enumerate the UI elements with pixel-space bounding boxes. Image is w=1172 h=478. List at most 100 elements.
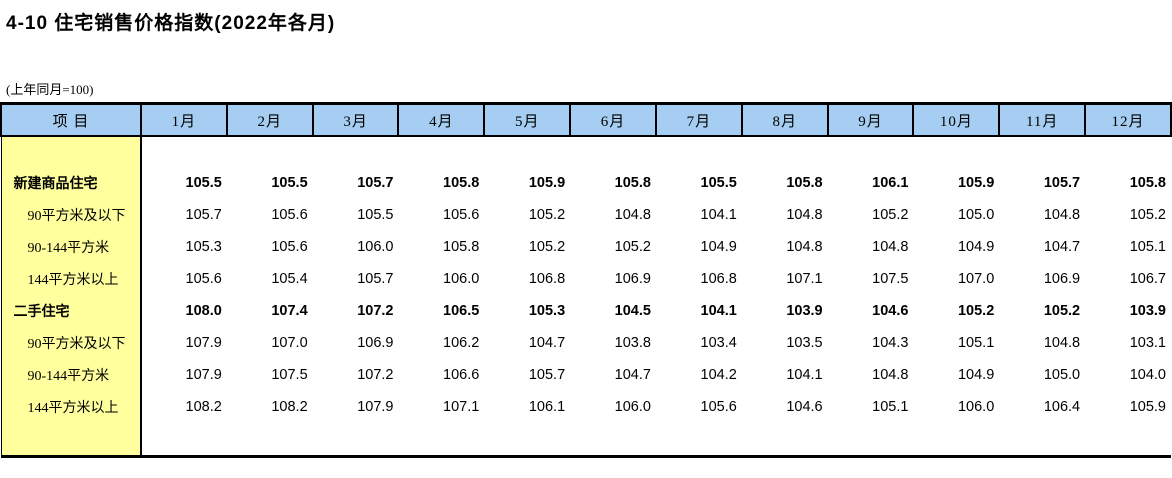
value-cell: 106.2 <box>443 335 480 351</box>
column-header-month: 10月 <box>912 102 1001 137</box>
value-cell: 105.9 <box>957 175 995 191</box>
value-cell: 103.5 <box>786 335 823 351</box>
value-cell: 105.2 <box>1043 303 1081 319</box>
value-cell: 104.8 <box>872 367 909 383</box>
value-cell: 106.8 <box>700 271 737 287</box>
value-cell: 107.1 <box>443 399 480 415</box>
value-cell: 106.9 <box>357 335 394 351</box>
value-cell: 104.8 <box>786 207 823 223</box>
value-cell: 106.7 <box>1129 271 1166 287</box>
value-cell: 104.8 <box>1043 207 1081 223</box>
statistical-yearbook-page: 4-10 住宅销售价格指数(2022年各月) (上年同月=100) 项 目 1月 2… <box>0 13 1172 458</box>
table-row: 90-144平方米 105.3 105.6 106.0 105.8 105.2 105.2 1… <box>1 231 1171 263</box>
value-cell: 105.9 <box>1129 399 1166 415</box>
value-cell: 104.8 <box>1043 335 1081 351</box>
value-cell: 105.8 <box>443 175 480 191</box>
value-cell: 103.9 <box>786 303 823 319</box>
value-cell: 105.1 <box>872 399 909 415</box>
row-label: 144平方米以上 <box>1 263 142 295</box>
index-base-note: (上年同月=100) <box>6 82 94 97</box>
value-cell: 103.1 <box>1129 335 1166 351</box>
column-header-month: 5月 <box>483 102 572 137</box>
item-column-header: 项 目 <box>0 102 142 137</box>
value-cell: 106.8 <box>528 271 566 287</box>
value-cell: 104.6 <box>872 303 909 319</box>
value-cell: 106.4 <box>1043 399 1081 415</box>
value-cell: 105.5 <box>185 175 222 191</box>
value-cell: 106.1 <box>528 399 566 415</box>
value-cell: 108.0 <box>185 303 222 319</box>
spacer-row-top <box>1 136 1171 167</box>
header-row: 项 目 1月 2月 3月 4月 5月 6月 7月 8月 9月 10月 11月 12月 <box>0 102 1172 137</box>
value-cell: 105.4 <box>271 271 308 287</box>
row-label: 二手住宅 <box>1 295 142 327</box>
row-label: 90平方米及以下 <box>1 199 142 231</box>
value-cell: 105.9 <box>528 175 566 191</box>
value-cell: 105.5 <box>271 175 308 191</box>
value-cell: 104.9 <box>700 239 737 255</box>
value-cell: 105.5 <box>357 207 394 223</box>
value-cell: 106.6 <box>443 367 480 383</box>
table-row: 新建商品住宅 105.5 105.5 105.7 105.8 105.9 105.8 105.… <box>1 167 1171 199</box>
value-cell: 105.7 <box>185 207 222 223</box>
value-cell: 108.2 <box>185 399 222 415</box>
value-cell: 103.8 <box>614 335 651 351</box>
value-cell: 105.0 <box>1043 367 1081 383</box>
value-cell: 105.1 <box>1129 239 1166 255</box>
spacer-cell <box>141 136 1171 167</box>
column-header-month: 2月 <box>225 102 314 137</box>
value-cell: 108.2 <box>271 399 308 415</box>
value-cell: 104.1 <box>786 367 823 383</box>
value-cell: 106.0 <box>957 399 995 415</box>
value-cell: 104.1 <box>700 207 737 223</box>
column-header-month: 7月 <box>654 102 743 137</box>
column-header-month: 6月 <box>569 102 657 137</box>
column-header-month: 4月 <box>397 102 486 137</box>
value-cell: 105.6 <box>271 239 308 255</box>
table-body: 新建商品住宅 105.5 105.5 105.7 105.8 105.9 105.8 105.… <box>1 136 1171 456</box>
value-cell: 104.9 <box>957 239 995 255</box>
column-header-month: 8月 <box>740 102 829 137</box>
value-cell: 105.7 <box>357 271 394 287</box>
value-cell: 104.7 <box>528 335 566 351</box>
value-cell: 107.9 <box>185 335 222 351</box>
row-label: 90-144平方米 <box>1 359 142 391</box>
column-header-month: 1月 <box>140 102 228 137</box>
row-label: 144平方米以上 <box>1 391 142 423</box>
value-cell: 106.9 <box>614 271 651 287</box>
value-cell: 105.2 <box>528 207 566 223</box>
value-cell: 105.8 <box>443 239 480 255</box>
value-cell: 104.3 <box>872 335 909 351</box>
value-cell: 104.8 <box>614 207 651 223</box>
value-cell: 107.0 <box>957 271 995 287</box>
value-cell: 104.8 <box>786 239 823 255</box>
spacer-cell <box>141 423 1171 456</box>
table-row: 144平方米以上 105.6 105.4 105.7 106.0 106.8 106.9 10… <box>1 263 1171 295</box>
value-cell: 107.5 <box>271 367 308 383</box>
column-header-month: 9月 <box>826 102 915 137</box>
value-cell: 105.2 <box>957 303 995 319</box>
value-cell: 106.1 <box>872 175 909 191</box>
value-cell: 105.2 <box>872 207 909 223</box>
value-cell: 105.6 <box>185 271 222 287</box>
value-cell: 104.7 <box>614 367 651 383</box>
table-row: 90平方米及以下 107.9 107.0 106.9 106.2 104.7 103.8 10… <box>1 327 1171 359</box>
value-cell: 105.8 <box>786 175 823 191</box>
value-cell: 106.0 <box>614 399 651 415</box>
value-cell: 105.7 <box>1043 175 1081 191</box>
value-cell: 104.1 <box>700 303 737 319</box>
value-cell: 106.0 <box>443 271 480 287</box>
page-title: 4-10 住宅销售价格指数(2022年各月) <box>6 13 336 34</box>
value-cell: 105.5 <box>700 175 737 191</box>
value-cell: 104.8 <box>872 239 909 255</box>
value-cell: 105.0 <box>957 207 995 223</box>
value-cell: 105.3 <box>528 303 566 319</box>
value-cell: 105.1 <box>957 335 995 351</box>
table-row: 90平方米及以下 105.7 105.6 105.5 105.6 105.2 104.8 10… <box>1 199 1171 231</box>
value-cell: 104.9 <box>957 367 995 383</box>
value-cell: 107.9 <box>357 399 394 415</box>
value-cell: 105.8 <box>1129 175 1166 191</box>
value-cell: 104.2 <box>700 367 737 383</box>
value-cell: 107.0 <box>271 335 308 351</box>
value-cell: 104.6 <box>786 399 823 415</box>
